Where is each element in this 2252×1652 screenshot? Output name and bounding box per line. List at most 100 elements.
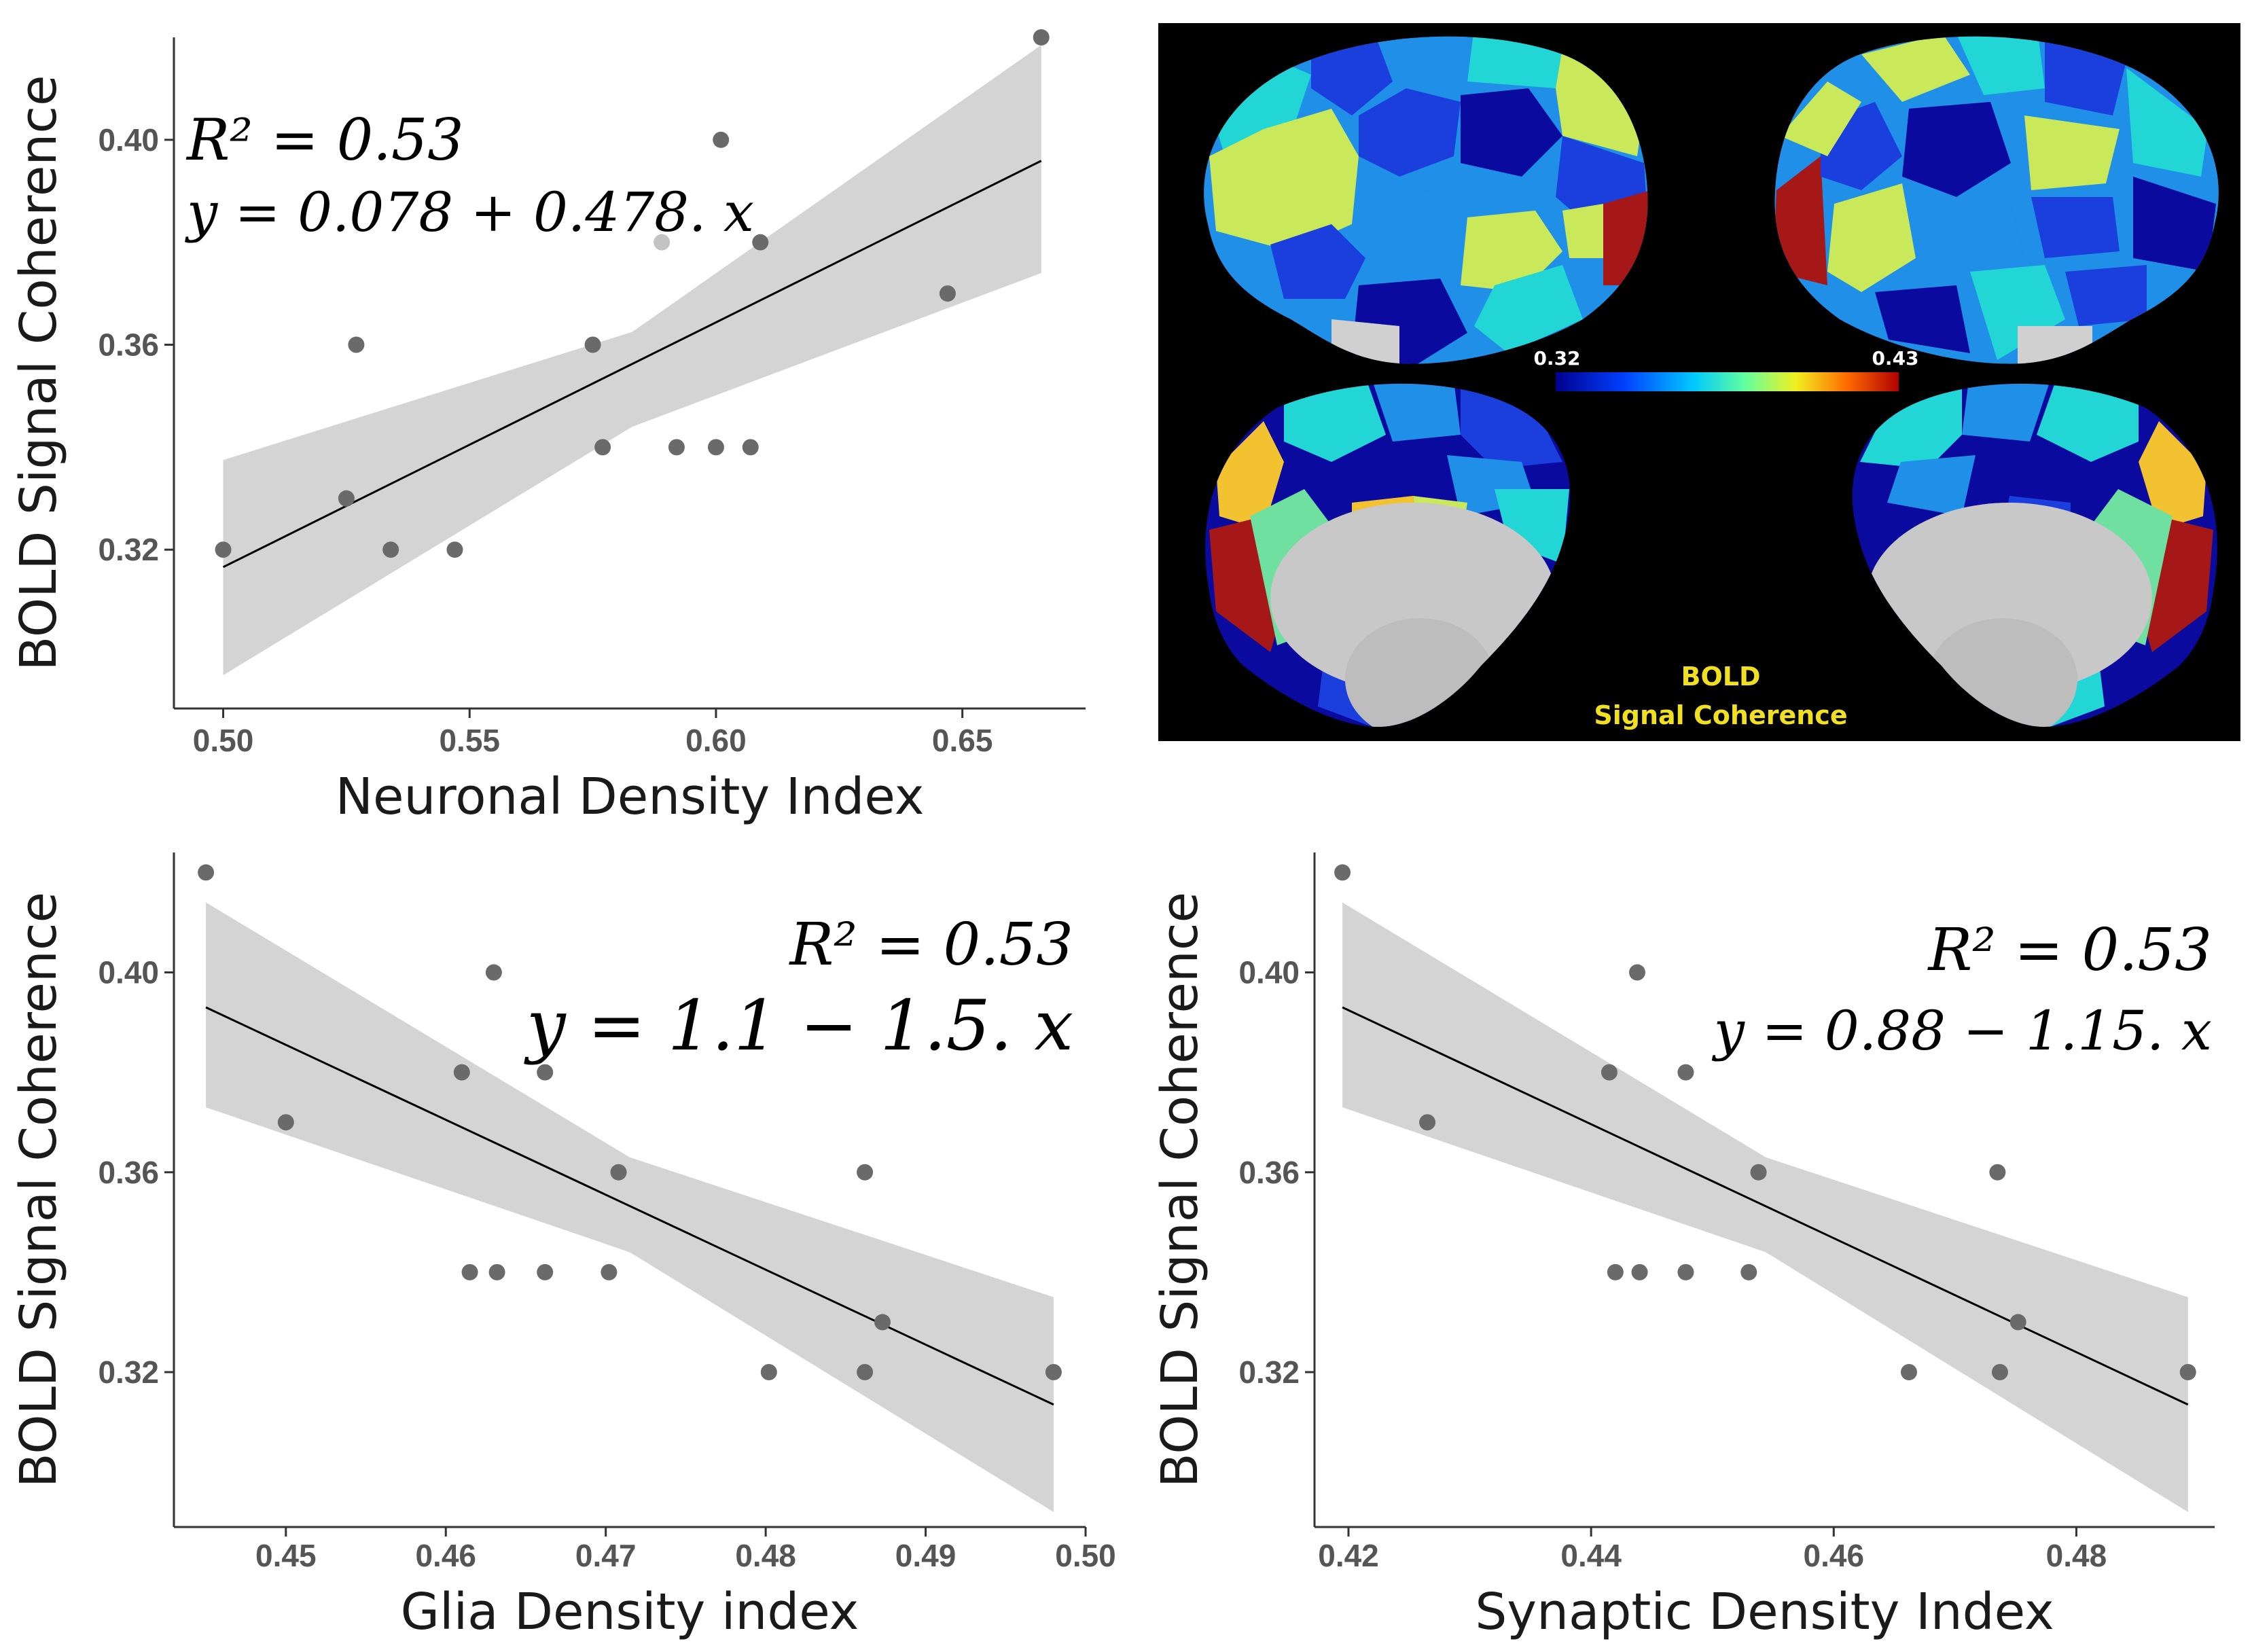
data-point xyxy=(742,439,759,456)
regression-line xyxy=(205,1006,1054,1406)
ci-band xyxy=(206,902,1054,1512)
data-point xyxy=(939,285,956,302)
r2-annotation: R² = 0.53 xyxy=(789,911,1073,979)
x-axis-title: Neuronal Density Index xyxy=(336,768,925,826)
y-tick-label: 0.40 xyxy=(98,122,159,158)
data-point xyxy=(277,1114,294,1131)
annotation-background xyxy=(178,102,708,259)
brain-surface-map: 0.32 0.43 BOLD Signal Coherence xyxy=(1158,23,2240,741)
colorbar xyxy=(1556,372,1899,391)
x-tick-label: 0.42 xyxy=(1318,1538,1379,1573)
y-tick-label: 0.32 xyxy=(98,532,159,567)
scatter-plot-glia: 0.45 0.46 0.47 0.48 0.49 0.50 0.32 0.36 0.40 Gl… xyxy=(10,852,1116,1641)
data-point xyxy=(537,1064,554,1081)
brain-caption-line-2: Signal Coherence xyxy=(1594,700,1847,730)
x-tick-label: 0.44 xyxy=(1560,1538,1622,1573)
data-point xyxy=(488,1263,505,1280)
data-point xyxy=(707,439,724,456)
annotation-background xyxy=(557,903,1087,1080)
data-point xyxy=(1991,1363,2008,1380)
x-tick-label: 0.46 xyxy=(415,1538,476,1573)
data-point xyxy=(1601,1064,1617,1081)
data-point xyxy=(348,336,365,353)
scatter-plot-neuronal: 0.50 0.55 0.60 0.65 0.32 0.36 0.40 Neuronal D… xyxy=(10,29,1086,826)
data-points xyxy=(1334,864,2196,1380)
regression-equation: y = 1.1 − 1.5. x xyxy=(524,986,1073,1066)
data-point xyxy=(1989,1164,2006,1181)
scatter-plot-synaptic: 0.42 0.44 0.46 0.48 0.32 0.36 0.40 Synaptic D… xyxy=(1151,852,2215,1641)
y-axis-title: BOLD Signal Coherence xyxy=(10,892,68,1488)
data-point xyxy=(610,1164,627,1181)
x-tick-label: 0.45 xyxy=(255,1538,317,1573)
left-lateral-hemisphere xyxy=(1204,36,1648,364)
y-ticks: 0.32 0.36 0.40 xyxy=(98,955,174,1390)
ci-band xyxy=(223,45,1041,675)
data-point xyxy=(594,439,611,456)
x-tick-label: 0.65 xyxy=(932,723,993,758)
data-point xyxy=(668,439,685,456)
data-point xyxy=(1629,964,1645,981)
right-lateral-hemisphere xyxy=(1774,36,2219,364)
x-tick-label: 0.50 xyxy=(1055,1538,1116,1573)
right-medial-hemisphere xyxy=(1852,383,2217,727)
data-point xyxy=(760,1363,777,1380)
regression-equation: y = 0.88 − 1.15. x xyxy=(1712,999,2212,1062)
data-points xyxy=(198,864,1062,1380)
x-tick-label: 0.60 xyxy=(685,723,747,758)
data-point xyxy=(382,541,399,558)
data-point xyxy=(1740,1263,1757,1280)
x-tick-label: 0.49 xyxy=(895,1538,957,1573)
y-axis-title: BOLD Signal Coherence xyxy=(1151,892,1209,1488)
y-tick-label: 0.40 xyxy=(98,955,159,990)
regression-line xyxy=(1342,1006,2189,1406)
y-tick-label: 0.36 xyxy=(98,327,159,363)
data-point xyxy=(713,131,730,148)
x-tick-label: 0.47 xyxy=(575,1538,637,1573)
data-point xyxy=(857,1363,874,1380)
r2-annotation: R² = 0.53 xyxy=(185,107,464,173)
x-ticks: 0.42 0.44 0.46 0.48 xyxy=(1318,1527,2107,1573)
x-axis-title: Glia Density index xyxy=(401,1583,859,1641)
x-ticks: 0.50 0.55 0.60 0.65 xyxy=(193,708,993,758)
data-point xyxy=(1033,29,1050,46)
y-ticks: 0.32 0.36 0.40 xyxy=(98,122,174,567)
y-tick-label: 0.40 xyxy=(1238,955,1300,990)
data-point xyxy=(338,490,355,507)
data-point xyxy=(485,964,502,981)
x-tick-label: 0.55 xyxy=(439,723,500,758)
x-tick-label: 0.50 xyxy=(193,723,254,758)
r2-annotation: R² = 0.53 xyxy=(1927,916,2212,984)
y-tick-label: 0.36 xyxy=(98,1155,159,1190)
data-point xyxy=(584,336,601,353)
x-ticks: 0.45 0.46 0.47 0.48 0.49 0.50 xyxy=(255,1527,1116,1573)
data-point xyxy=(1677,1064,1694,1081)
data-point xyxy=(857,1164,874,1181)
ci-band xyxy=(1342,902,2188,1512)
data-point xyxy=(198,864,215,881)
brain-caption-line-1: BOLD xyxy=(1681,662,1760,692)
data-point xyxy=(601,1263,618,1280)
data-point xyxy=(1045,1363,1062,1380)
x-axis-title: Synaptic Density Index xyxy=(1475,1583,2054,1641)
data-point xyxy=(1901,1363,1917,1380)
x-tick-label: 0.48 xyxy=(735,1538,796,1573)
data-point xyxy=(1750,1164,1767,1181)
x-tick-label: 0.46 xyxy=(1804,1538,1865,1573)
annotation-background xyxy=(1712,917,2215,1073)
y-tick-label: 0.32 xyxy=(98,1354,159,1390)
data-point xyxy=(215,541,232,558)
colorbar-min-label: 0.32 xyxy=(1533,347,1580,370)
data-point xyxy=(1677,1263,1694,1280)
y-axis-title: BOLD Signal Coherence xyxy=(10,75,68,670)
y-ticks: 0.32 0.36 0.40 xyxy=(1238,955,1315,1390)
data-point xyxy=(1334,864,1351,881)
colorbar-max-label: 0.43 xyxy=(1872,347,1918,370)
data-point xyxy=(1419,1114,1436,1131)
data-point xyxy=(461,1263,478,1280)
data-point xyxy=(1607,1263,1624,1280)
y-tick-label: 0.32 xyxy=(1238,1354,1300,1390)
data-point xyxy=(537,1263,554,1280)
data-point xyxy=(2009,1314,2026,1331)
data-point xyxy=(2179,1363,2196,1380)
